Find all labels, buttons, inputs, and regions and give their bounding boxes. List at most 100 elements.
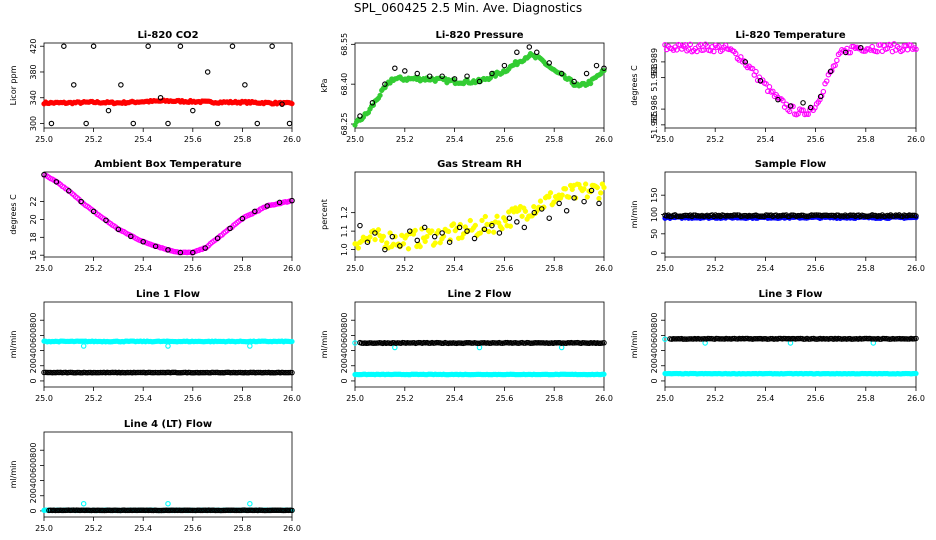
data-point: [286, 120, 293, 127]
y-axis-label: ml/min: [9, 461, 18, 489]
data-point: [823, 78, 830, 84]
data-point: [279, 101, 285, 107]
x-tick-label: 26.0: [595, 135, 613, 144]
x-tick-label: 25.4: [756, 135, 774, 144]
data-point: [494, 213, 500, 219]
data-point: [749, 65, 756, 72]
x-tick-label: 25.2: [85, 524, 103, 533]
data-point: [563, 208, 570, 214]
x-tick-label: 25.2: [85, 394, 103, 403]
data-point: [165, 120, 171, 127]
data-point: [414, 237, 420, 244]
y-tick-label: 300: [29, 116, 38, 131]
data-point: [742, 59, 749, 65]
data-point: [227, 225, 233, 232]
data-point: [276, 199, 283, 206]
data-point: [239, 215, 246, 222]
data-point: [913, 370, 919, 377]
data-point: [357, 113, 363, 119]
y-tick-label: 800: [650, 313, 659, 328]
data-series: [48, 43, 293, 127]
data-point: [389, 233, 396, 240]
data-point: [412, 227, 418, 234]
y-tick-label: 0: [650, 378, 659, 383]
data-series: [46, 507, 295, 514]
page-title: SPL_060425 2.5 Min. Ave. Diagnostics: [353, 1, 583, 15]
x-tick-label: 26.0: [907, 135, 925, 144]
data-series: [357, 187, 602, 253]
chart-title: Line 4 (LT) Flow: [124, 419, 212, 430]
y-axis-label: degrees C: [9, 194, 18, 235]
data-point: [601, 340, 607, 346]
data-point: [534, 49, 540, 56]
data-point: [397, 243, 403, 249]
data-point: [467, 217, 473, 224]
data-point: [559, 192, 565, 198]
chart-title: Sample Flow: [755, 159, 827, 170]
y-tick-label: 51.985: [650, 111, 659, 139]
x-tick-label: 25.4: [134, 135, 152, 144]
data-point: [289, 197, 295, 204]
data-point: [874, 48, 881, 55]
x-tick-label: 25.0: [35, 135, 53, 144]
data-point: [807, 104, 814, 111]
y-tick-label: 1.2: [340, 206, 349, 219]
data-point: [587, 80, 594, 87]
y-axis-label: ml/min: [9, 331, 18, 359]
data-point: [546, 60, 552, 66]
data-point: [558, 70, 565, 77]
x-tick-label: 26.0: [595, 264, 613, 273]
data-point: [601, 371, 607, 377]
data-point: [190, 107, 196, 114]
data-point: [472, 222, 478, 229]
data-point: [367, 234, 373, 240]
y-tick-label: 16: [29, 250, 38, 260]
x-tick-label: 25.4: [756, 264, 774, 273]
chart-title: Line 1 Flow: [136, 289, 200, 300]
x-tick-label: 25.0: [35, 264, 53, 273]
plot-frame: [43, 42, 293, 129]
x-tick-label: 25.2: [85, 264, 103, 273]
data-point: [502, 218, 509, 224]
y-tick-label: 0: [29, 378, 38, 383]
x-tick-label: 25.2: [396, 135, 414, 144]
data-point: [827, 68, 834, 75]
data-series: [80, 343, 253, 349]
plot-frame: [43, 171, 293, 258]
data-point: [687, 41, 694, 48]
data-point: [526, 44, 533, 50]
y-axis-label: Licor ppm: [9, 65, 18, 105]
data-point: [177, 249, 184, 256]
chart-title: Line 3 Flow: [759, 289, 823, 300]
y-tick-label: 51.988: [650, 64, 659, 92]
data-point: [405, 246, 412, 252]
data-point: [417, 243, 423, 250]
data-point: [601, 65, 607, 71]
data-point: [369, 100, 376, 106]
y-axis-label: percent: [320, 199, 329, 230]
data-point: [537, 198, 544, 204]
x-tick-label: 25.6: [495, 394, 513, 403]
y-tick-label: 420: [29, 39, 38, 54]
y-tick-label: 1.0: [340, 243, 349, 256]
data-point: [800, 100, 806, 106]
x-tick-label: 25.4: [134, 524, 152, 533]
y-tick-label: 400: [650, 343, 659, 358]
x-tick-label: 25.6: [184, 524, 202, 533]
y-tick-label: 380: [29, 64, 38, 79]
data-point: [899, 47, 906, 54]
data-point: [80, 500, 87, 507]
data-point: [786, 108, 793, 115]
data-point: [289, 507, 295, 514]
data-point: [244, 369, 250, 376]
y-tick-label: 600: [29, 328, 38, 343]
data-point: [765, 88, 771, 95]
data-point: [165, 343, 171, 349]
data-point: [83, 120, 89, 127]
data-point: [832, 62, 838, 69]
data-point: [476, 78, 483, 85]
data-point: [130, 120, 137, 127]
data-point: [252, 208, 258, 215]
data-point: [674, 47, 680, 53]
chart-panel: Li-820 Temperature degrees C 25.0 25.2 25.4 2…: [630, 30, 925, 144]
